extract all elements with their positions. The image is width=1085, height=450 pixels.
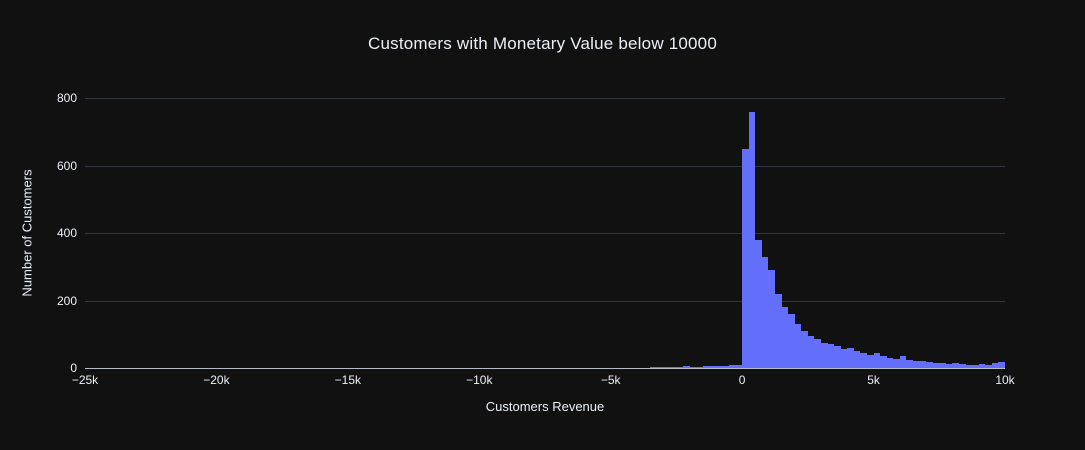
histogram-bar[interactable] xyxy=(906,359,913,368)
histogram-bar[interactable] xyxy=(669,366,677,368)
histogram-bar[interactable] xyxy=(893,358,900,368)
histogram-bar[interactable] xyxy=(972,364,979,368)
histogram-bar[interactable] xyxy=(899,356,907,368)
histogram-bar[interactable] xyxy=(656,366,664,368)
histogram-bar[interactable] xyxy=(650,367,657,368)
histogram-bar[interactable] xyxy=(761,256,769,368)
x-tick-label: 5k xyxy=(867,373,880,387)
y-gridline xyxy=(85,165,1005,167)
histogram-bar[interactable] xyxy=(781,307,789,368)
histogram-bar[interactable] xyxy=(689,366,697,368)
plot-area[interactable] xyxy=(85,98,1005,368)
histogram-bar[interactable] xyxy=(860,352,867,368)
histogram-bar[interactable] xyxy=(880,356,887,368)
y-tick-label: 400 xyxy=(56,226,77,240)
histogram-bar[interactable] xyxy=(985,364,992,368)
x-tick-label: −25k xyxy=(71,373,99,387)
histogram-bar[interactable] xyxy=(683,366,690,368)
histogram-bar[interactable] xyxy=(702,365,710,368)
x-tick-label: −15k xyxy=(334,373,362,387)
histogram-bar[interactable] xyxy=(867,354,874,368)
y-tick-label: 0 xyxy=(70,361,77,375)
histogram-bar[interactable] xyxy=(663,367,670,368)
histogram-bar[interactable] xyxy=(729,365,736,368)
histogram-bar[interactable] xyxy=(742,148,749,368)
histogram-bar[interactable] xyxy=(932,362,940,368)
y-gridline xyxy=(85,233,1005,234)
y-tick-label: 200 xyxy=(56,293,77,308)
y-tick-label: 800 xyxy=(56,91,77,105)
x-tick-label: −5k xyxy=(600,373,621,387)
histogram-bar[interactable] xyxy=(748,111,756,368)
histogram-bar[interactable] xyxy=(676,366,683,368)
x-tick-label: −10k xyxy=(466,373,493,387)
histogram-bar[interactable] xyxy=(801,330,808,368)
histogram-bar[interactable] xyxy=(755,239,762,368)
histogram-bar[interactable] xyxy=(886,357,894,368)
histogram-bar[interactable] xyxy=(709,366,716,368)
histogram-bar[interactable] xyxy=(853,351,861,368)
histogram-bar[interactable] xyxy=(827,344,835,368)
histogram-bar[interactable] xyxy=(926,361,933,368)
histogram-bar[interactable] xyxy=(847,347,854,368)
histogram-bar[interactable] xyxy=(998,361,1005,368)
histogram-bar[interactable] xyxy=(840,349,848,368)
histogram-bar[interactable] xyxy=(715,365,723,368)
histogram-bar[interactable] xyxy=(794,324,802,368)
chart-title: Customers with Monetary Value below 1000… xyxy=(367,34,717,53)
x-axis-title: Customers Revenue xyxy=(485,399,605,414)
x-tick-label: 10k xyxy=(995,373,1015,387)
histogram-bar[interactable] xyxy=(788,314,795,368)
y-gridline xyxy=(85,98,1005,99)
histogram-bar[interactable] xyxy=(991,363,999,368)
histogram-bar[interactable] xyxy=(722,365,729,368)
histogram-bar[interactable] xyxy=(834,346,841,368)
x-tick-label: 0 xyxy=(738,373,746,387)
histogram-bar[interactable] xyxy=(939,363,946,368)
histogram-bar[interactable] xyxy=(807,335,815,368)
histogram-bar[interactable] xyxy=(913,360,920,368)
histogram-bar[interactable] xyxy=(965,364,973,368)
y-tick-label: 600 xyxy=(56,158,77,173)
histogram-bar[interactable] xyxy=(768,270,775,368)
histogram-bar[interactable] xyxy=(873,352,881,368)
x-axis-line xyxy=(85,368,1005,369)
histogram-bar[interactable] xyxy=(919,361,927,368)
histogram-bar[interactable] xyxy=(821,342,828,368)
histogram-bar[interactable] xyxy=(696,366,703,368)
histogram-bar[interactable] xyxy=(735,364,743,368)
x-tick-label: −20k xyxy=(203,373,230,387)
histogram-bar[interactable] xyxy=(959,363,966,368)
histogram-bar[interactable] xyxy=(775,293,782,368)
histogram-bar[interactable] xyxy=(945,363,953,368)
histogram-bar[interactable] xyxy=(952,362,959,368)
y-gridline xyxy=(85,300,1005,302)
histogram-bar[interactable] xyxy=(814,339,821,368)
histogram-bar[interactable] xyxy=(978,363,986,368)
